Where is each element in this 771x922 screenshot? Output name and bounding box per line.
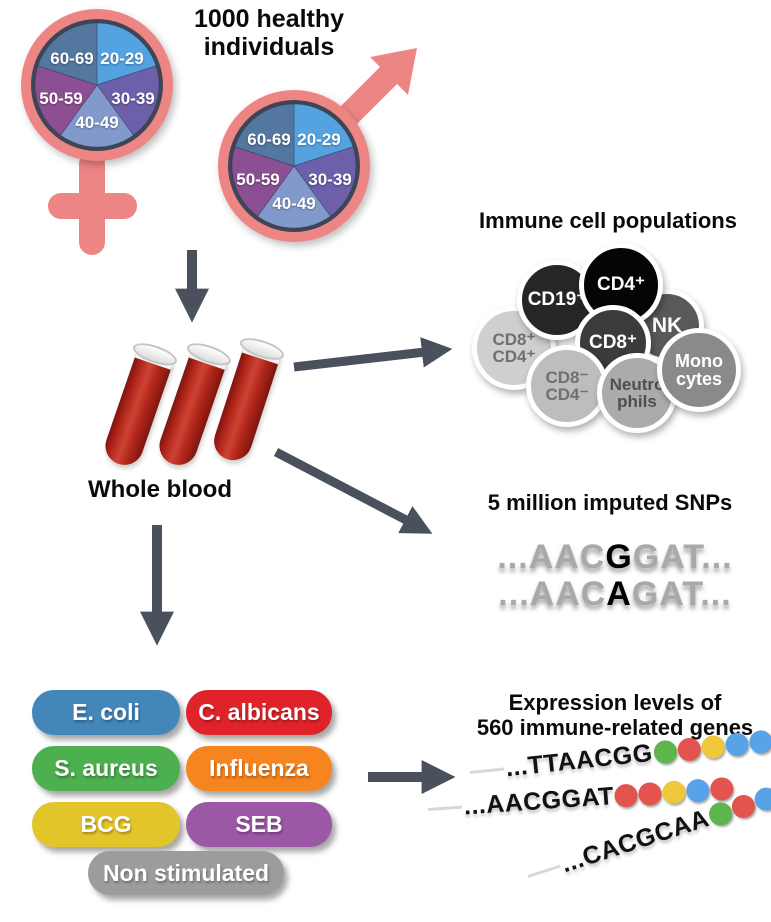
pie-slice-60-69	[37, 22, 98, 86]
pill-label: BCG	[80, 811, 132, 837]
age-label: 20-29	[100, 49, 144, 68]
expression-dot	[747, 729, 771, 755]
strand-sequence: ...TTAACGG	[504, 738, 654, 783]
pie-slice-30-39	[293, 146, 357, 217]
pill-seb: SEB	[186, 802, 332, 847]
pill-label: E. coli	[72, 699, 140, 725]
cell-label: CD4⁺	[596, 274, 646, 296]
cell-label: CD4⁻	[545, 385, 589, 404]
strand-sequence: ...CACGCAA	[557, 804, 713, 879]
snp-suffix: GAT...	[631, 575, 732, 613]
cell-label: CD8⁺	[588, 332, 638, 354]
age-label: 50-59	[39, 89, 83, 108]
pie-slice-20-29	[96, 22, 157, 86]
snp-prefix: ...AAC	[498, 575, 607, 613]
cohort-title: 1000 healthy individuals	[163, 5, 375, 61]
pill-label: SEB	[235, 811, 283, 837]
age-label: 60-69	[247, 130, 291, 149]
snp-suffix: GAT...	[632, 538, 733, 576]
pie-slice-30-39	[96, 65, 160, 136]
cell-monocytes: Mono cytes	[657, 328, 741, 412]
cell-label: phils	[617, 392, 657, 411]
female-symbol: 20-29 30-39 40-49 50-59 60-69	[21, 9, 173, 259]
strand-line	[469, 767, 504, 774]
strand-sequence: ...AACGGAT	[462, 782, 615, 821]
tube-rim	[184, 338, 234, 370]
female-age-pie	[31, 19, 163, 151]
cell-cd8n-cd4n: CD8⁻ CD4⁻	[526, 345, 608, 427]
pill-label: Influenza	[209, 755, 309, 781]
pill-non-stimulated: Non stimulated	[88, 851, 284, 895]
tube-rim	[237, 333, 287, 365]
snps-title: 5 million imputed SNPs	[487, 490, 733, 515]
cell-label: CD8⁺	[492, 329, 536, 349]
expression-dot	[685, 778, 711, 803]
snp-variant: G	[605, 538, 633, 576]
pie-slice-20-29	[293, 103, 354, 167]
age-label: 20-29	[297, 130, 341, 149]
male-age-pie	[228, 100, 360, 232]
cell-label: CD8⁻	[545, 367, 589, 387]
snp-sequence-2: ...AACAGAT...	[465, 575, 765, 614]
strand-line	[527, 864, 561, 878]
cell-label: NK	[651, 314, 683, 338]
expression-dot	[700, 734, 726, 760]
age-label: 60-69	[50, 49, 94, 68]
strand-line	[427, 805, 463, 811]
pill-label: S. aureus	[54, 755, 158, 781]
pie-slice-50-59	[34, 65, 98, 136]
pill-s-aureus: S. aureus	[32, 746, 180, 791]
cell-label: cytes	[675, 369, 723, 389]
pie-slice-60-69	[234, 103, 295, 167]
whole-blood-label: Whole blood	[88, 476, 232, 503]
expression-dot	[652, 739, 678, 765]
expression-dot	[723, 731, 750, 758]
cell-label: Mono	[675, 350, 723, 371]
immune-cells-title: Immune cell populations	[479, 208, 737, 233]
expression-dot	[614, 783, 639, 808]
expression-dot	[638, 781, 663, 807]
pie-slice-50-59	[231, 146, 295, 217]
male-symbol: 20-29 30-39 40-49 50-59 60-69	[218, 40, 428, 252]
pie-slice-40-49	[256, 165, 332, 229]
pill-c-albicans: C. albicans	[186, 690, 332, 735]
cell-label: CD4⁺	[492, 347, 536, 366]
expression-dot	[661, 780, 687, 805]
snp-sequence-1: ...AACGGAT...	[465, 538, 765, 577]
expression-title-line1: Expression levels of	[508, 690, 722, 715]
female-symbol-crossbar	[48, 193, 137, 219]
cell-label: CD19⁺	[527, 289, 587, 311]
age-label: 40-49	[75, 113, 119, 132]
age-label: 50-59	[236, 170, 280, 189]
pill-label: Non stimulated	[102, 859, 270, 886]
pill-bcg: BCG	[32, 802, 180, 847]
cell-label: Neutro	[609, 374, 665, 394]
pill-e-coli: E. coli	[32, 690, 180, 735]
arrow-blood-to-snps	[273, 448, 433, 534]
cohort-title-line2: individuals	[203, 32, 335, 61]
age-label: 40-49	[272, 194, 316, 213]
male-ring: 20-29 30-39 40-49 50-59 60-69	[218, 90, 370, 242]
expression-dot	[728, 792, 758, 822]
expression-dot	[676, 736, 702, 763]
cohort-title-line1: 1000 healthy	[193, 5, 345, 33]
age-label: 30-39	[111, 89, 155, 108]
pill-influenza: Influenza	[186, 746, 332, 791]
snp-prefix: ...AAC	[497, 538, 606, 576]
snp-variant: A	[606, 575, 632, 613]
age-label: 30-39	[308, 170, 352, 189]
tube-rim	[130, 338, 180, 370]
pie-slice-40-49	[59, 84, 135, 148]
arrow-blood-to-cells	[293, 337, 453, 372]
female-ring: 20-29 30-39 40-49 50-59 60-69	[21, 9, 173, 161]
pill-label: C. albicans	[198, 699, 320, 725]
